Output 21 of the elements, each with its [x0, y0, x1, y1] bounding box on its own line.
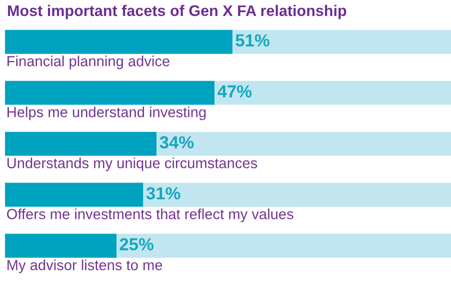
chart-title: Most important facets of Gen X FA relationship [8, 4, 346, 20]
y-tick-label: Helps me understand investing [8, 106, 206, 120]
data-label: 31% [146, 187, 180, 200]
data-label: 34% [160, 136, 194, 148]
y-tick-label: My advisor listens to me [8, 260, 162, 274]
data-label: 47% [218, 85, 252, 98]
data-label: 51% [236, 34, 270, 47]
bar [232, 30, 451, 54]
y-tick-label: Understands my unique circumstances [7, 158, 258, 172]
bar [5, 30, 232, 54]
y-tick-label: Offers me investments that reflect my values [7, 208, 294, 222]
bar [143, 182, 451, 207]
bar [214, 80, 451, 105]
y-tick-label: Financial planning advice [8, 56, 170, 70]
data-label: 25% [120, 238, 154, 250]
bar [5, 80, 215, 105]
bar [5, 182, 144, 207]
bar [5, 132, 157, 156]
bar [156, 132, 451, 156]
bar [5, 234, 116, 258]
bar [116, 234, 451, 258]
